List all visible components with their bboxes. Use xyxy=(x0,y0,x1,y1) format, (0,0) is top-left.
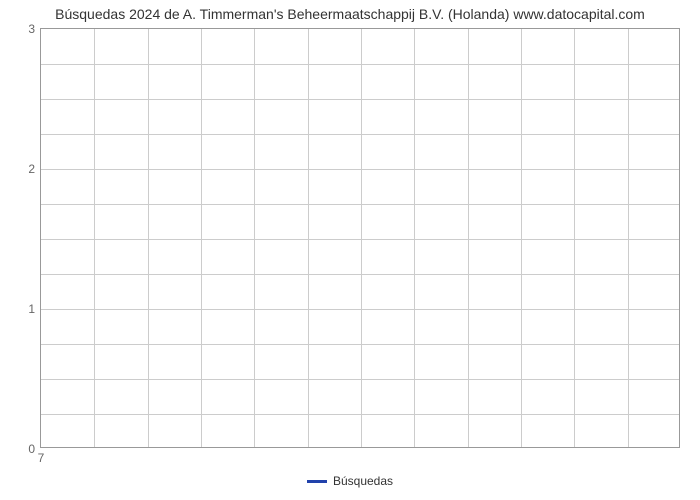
grid-line-horizontal xyxy=(41,344,679,345)
grid-line-vertical xyxy=(414,29,415,447)
legend-swatch xyxy=(307,480,327,483)
y-tick-label: 3 xyxy=(28,22,41,36)
grid-line-vertical xyxy=(94,29,95,447)
grid-line-vertical xyxy=(201,29,202,447)
grid-line-horizontal xyxy=(41,99,679,100)
grid-line-vertical xyxy=(148,29,149,447)
legend: Búsquedas xyxy=(0,474,700,488)
plot-area: 01237 xyxy=(40,28,680,448)
x-tick-label: 7 xyxy=(38,447,45,465)
grid-line-vertical xyxy=(308,29,309,447)
grid-line-horizontal xyxy=(41,309,679,310)
chart-container: Búsquedas 2024 de A. Timmerman's Beheerm… xyxy=(0,0,700,500)
y-tick-label: 1 xyxy=(28,302,41,316)
grid-line-horizontal xyxy=(41,379,679,380)
chart-title: Búsquedas 2024 de A. Timmerman's Beheerm… xyxy=(0,6,700,22)
grid-line-horizontal xyxy=(41,169,679,170)
grid-line-horizontal xyxy=(41,64,679,65)
grid-line-vertical xyxy=(361,29,362,447)
grid-line-vertical xyxy=(254,29,255,447)
legend-label: Búsquedas xyxy=(333,474,393,488)
grid-line-vertical xyxy=(574,29,575,447)
y-tick-label: 2 xyxy=(28,162,41,176)
grid-line-horizontal xyxy=(41,414,679,415)
grid-line-horizontal xyxy=(41,204,679,205)
grid-line-horizontal xyxy=(41,274,679,275)
grid-line-vertical xyxy=(521,29,522,447)
grid-line-horizontal xyxy=(41,239,679,240)
grid-line-vertical xyxy=(628,29,629,447)
grid-line-vertical xyxy=(468,29,469,447)
grid-line-horizontal xyxy=(41,134,679,135)
